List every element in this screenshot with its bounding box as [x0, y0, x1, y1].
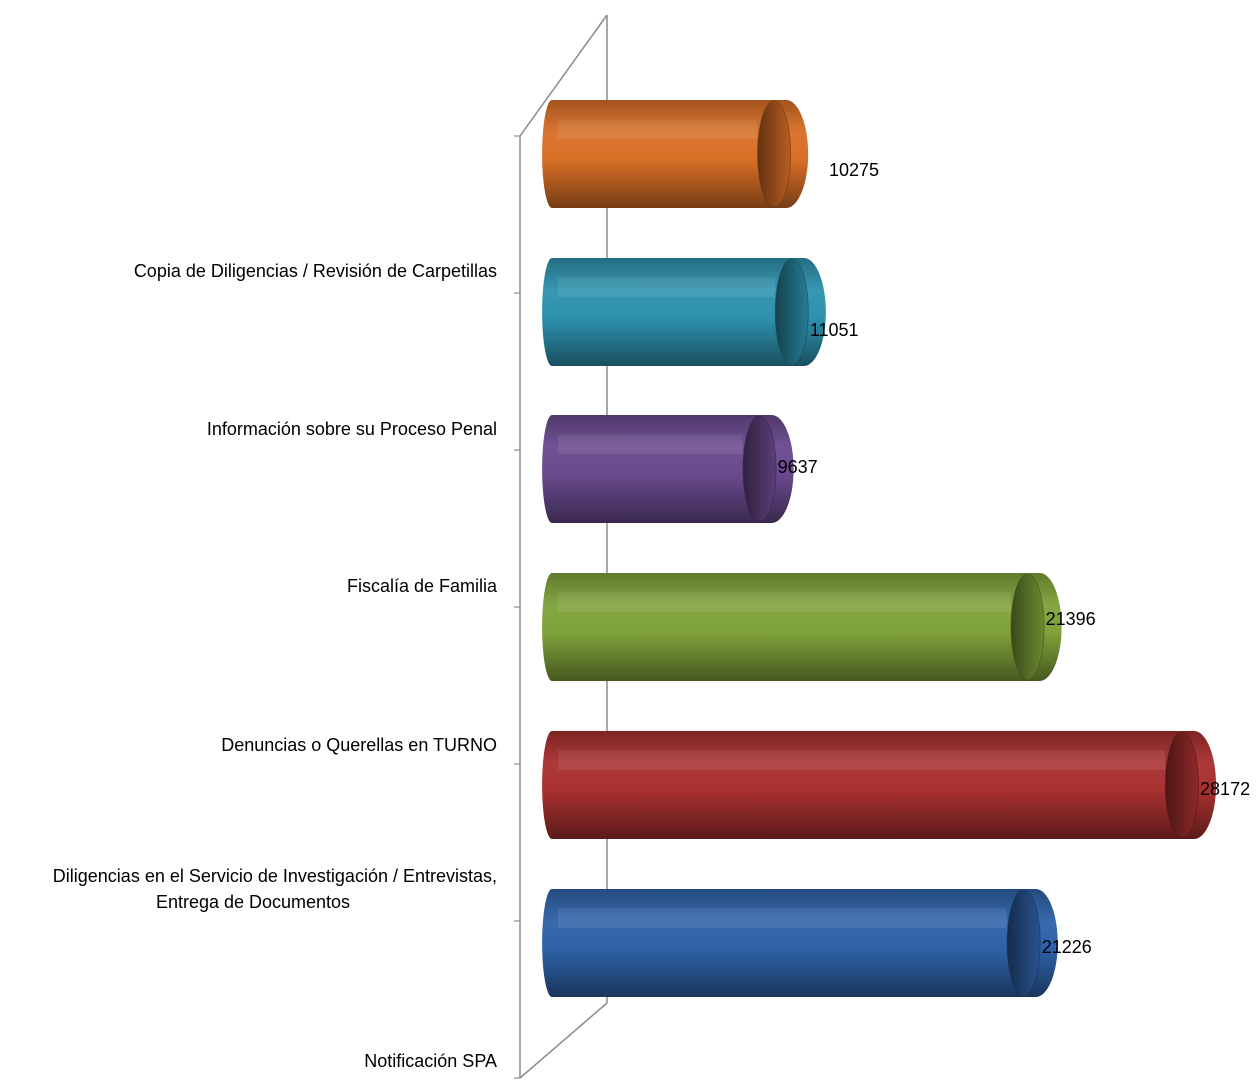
bar-body — [542, 731, 1217, 839]
bar-body — [542, 258, 826, 366]
bars — [542, 100, 1217, 997]
value-label: 10275 — [829, 160, 879, 180]
bar — [542, 889, 1058, 997]
bar-highlight — [558, 277, 775, 297]
bar-body — [542, 889, 1058, 997]
bar-highlight — [558, 908, 1007, 928]
category-label: Información sobre su Proceso Penal — [207, 419, 497, 439]
bar-highlight — [558, 434, 743, 454]
bar — [542, 415, 794, 523]
category-label: Fiscalía de Familia — [347, 576, 498, 596]
value-label: 21396 — [1046, 609, 1096, 629]
bar — [542, 573, 1062, 681]
bar-end-cap — [743, 416, 777, 522]
bar-highlight — [558, 592, 1011, 612]
floor-edge-line — [519, 1002, 608, 1079]
category-labels: Notificación SPA Diligencias en el Servic… — [53, 261, 498, 1071]
value-label: 28172 — [1200, 779, 1250, 799]
bar-highlight — [558, 750, 1165, 770]
value-label: 21226 — [1042, 937, 1092, 957]
bar — [542, 258, 826, 366]
bar-body — [542, 573, 1062, 681]
category-label: Copia de Diligencias / Revisión de Carpe… — [134, 261, 497, 281]
bar-end-cap — [757, 101, 791, 207]
bar-body — [542, 415, 794, 523]
bar-end-cap — [1011, 574, 1045, 680]
bar-end-cap — [1165, 732, 1199, 838]
bar-end-cap — [775, 259, 809, 365]
category-label: Diligencias en el Servicio de Investigac… — [53, 866, 497, 886]
value-label: 9637 — [778, 457, 818, 477]
bar-body — [542, 100, 809, 208]
top-edge-line — [519, 14, 608, 137]
bar-highlight — [558, 119, 757, 139]
category-label: Notificación SPA — [364, 1051, 497, 1071]
bar-end-cap — [1007, 890, 1041, 996]
bar — [542, 100, 809, 208]
bar — [542, 731, 1217, 839]
category-label: Denuncias o Querellas en TURNO — [221, 735, 497, 755]
value-labels: 10275 11051 9637 21396 28172 21226 — [778, 160, 1250, 957]
category-label: Entrega de Documentos — [156, 892, 350, 912]
value-label: 11051 — [810, 320, 859, 340]
